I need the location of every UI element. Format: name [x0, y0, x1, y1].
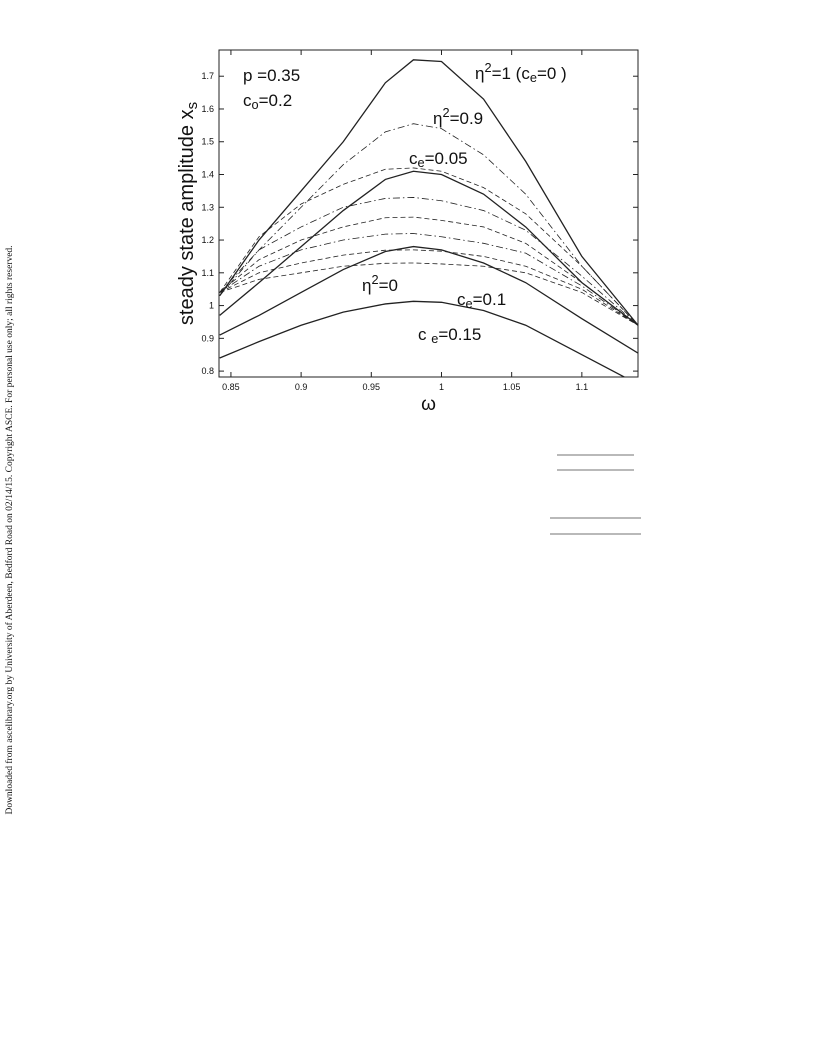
- annotation-part: η: [475, 64, 484, 83]
- annotation-part: o: [252, 97, 259, 112]
- annotation-part: =0.05: [425, 149, 468, 168]
- annotation: η2=0.9: [433, 105, 483, 128]
- annotation-part: =0.1: [473, 290, 507, 309]
- watermark: Downloaded from ascelibrary.org by Unive…: [4, 245, 15, 814]
- y-axis-label-part: s: [184, 102, 201, 110]
- y-axis-label: steady state amplitude xs: [176, 102, 201, 325]
- curve: [219, 123, 638, 326]
- annotation-part: 2: [442, 105, 449, 120]
- y-tick-label: 1.1: [201, 268, 214, 278]
- annotation-part: e: [431, 331, 438, 346]
- y-tick-label: 1.6: [201, 104, 214, 114]
- curve: [219, 262, 638, 326]
- y-tick-label: 1.4: [201, 170, 214, 180]
- annotation-part: =0.2: [259, 91, 293, 110]
- annotation-part: c: [409, 149, 418, 168]
- annotation-part: p =0.35: [243, 66, 300, 85]
- annotation: c e=0.15: [418, 325, 481, 346]
- annotation-part: =0.9: [450, 109, 484, 128]
- annotation-part: =0: [379, 276, 398, 295]
- annotation: ce=0.05: [409, 149, 468, 170]
- x-tick-label: 1.1: [576, 382, 589, 392]
- plot-frame: [218, 49, 639, 378]
- annotation: p =0.35: [243, 66, 300, 85]
- annotation-part: =1 (c: [492, 64, 531, 83]
- x-tick-label: 0.95: [363, 382, 381, 392]
- annotation-part: e: [418, 155, 425, 170]
- x-tick-label: 1: [439, 382, 444, 392]
- annotation-part: e: [466, 296, 473, 311]
- curve: [219, 197, 638, 326]
- curves: [219, 59, 638, 377]
- y-tick-label: 1.5: [201, 137, 214, 147]
- y-tick-label: 1.2: [201, 235, 214, 245]
- annotation-part: c: [457, 290, 466, 309]
- curve: [219, 59, 638, 326]
- annotation-part: =0.15: [438, 325, 481, 344]
- y-axis-label-part: steady state amplitude x: [176, 109, 198, 325]
- y-tick-label: 0.8: [201, 366, 214, 376]
- curve: [219, 170, 638, 326]
- rules: [550, 454, 641, 535]
- annotation: η2=0: [362, 272, 398, 295]
- y-tick-label: 1.7: [201, 71, 214, 81]
- curve: [219, 233, 638, 326]
- annotation: co=0.2: [243, 91, 292, 112]
- curve: [219, 300, 626, 377]
- y-tick-label: 1: [209, 301, 214, 311]
- annotation-part: =0 ): [537, 64, 567, 83]
- annotation-part: η: [433, 109, 442, 128]
- annotation-part: c: [243, 91, 252, 110]
- annotation-part: 2: [371, 272, 378, 287]
- annotation-part: η: [362, 276, 371, 295]
- x-axis-label: ω: [421, 394, 436, 415]
- annotation-part: 2: [484, 60, 491, 75]
- curve: [219, 167, 638, 326]
- curve: [219, 249, 638, 326]
- annotation-part: c: [418, 325, 431, 344]
- x-tick-label: 0.85: [222, 382, 240, 392]
- y-tick-label: 0.9: [201, 333, 214, 343]
- annotation: ce=0.1: [457, 290, 506, 311]
- x-tick-label: 0.9: [295, 382, 308, 392]
- curve: [219, 216, 638, 326]
- curve: [219, 245, 638, 354]
- annotation: η2=1 (ce=0 ): [475, 60, 567, 85]
- y-tick-label: 1.3: [201, 202, 214, 212]
- annotation-part: e: [530, 70, 537, 85]
- x-tick-label: 1.05: [503, 382, 521, 392]
